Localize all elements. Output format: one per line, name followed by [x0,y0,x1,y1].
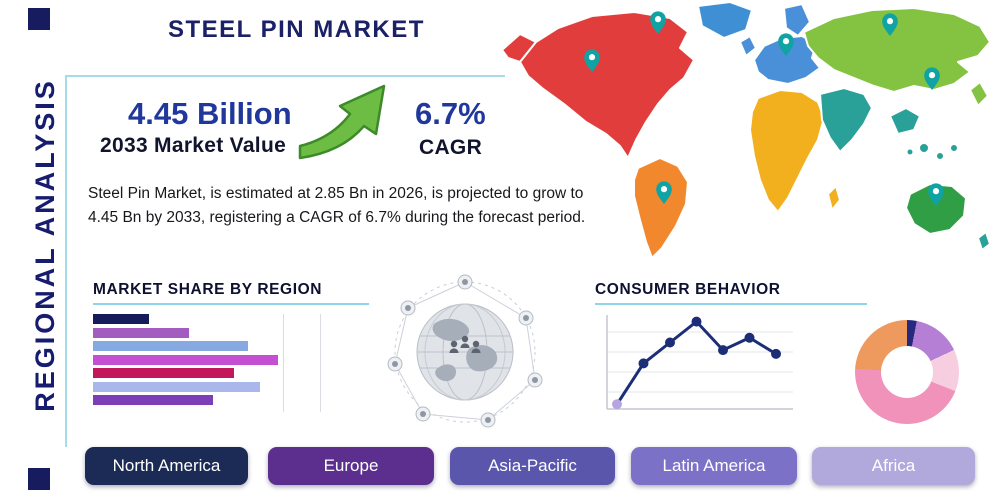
map-region-island [949,143,959,153]
line-point-5 [744,332,755,343]
map-region-madagascar [827,185,841,211]
regional-analysis-label: REGIONAL ANALYSIS [30,78,60,412]
map-pin-icon [650,11,666,34]
region-button-label: Latin America [662,456,766,475]
market-share-bar-4 [93,368,234,378]
region-button-latin-america[interactable]: Latin America [631,447,797,485]
market-share-heading: MARKET SHARE BY REGION [93,281,323,298]
map-region-south-america [633,157,689,259]
page-title: STEEL PIN MARKET [168,16,425,43]
content-box-border-left [65,75,67,447]
map-region-asia [803,7,991,93]
region-button-europe[interactable]: Europe [268,447,434,485]
market-share-bar-chart [93,314,327,420]
market-value-2033: 4.45 Billion [128,96,292,131]
region-button-label: Africa [871,456,916,475]
cagr-value: 6.7% [415,96,486,131]
market-value-label: 2033 Market Value [100,134,287,157]
world-map [501,1,991,259]
map-region-island [918,142,930,154]
market-share-bar-5 [93,381,260,392]
globe-network-illustration [387,274,543,428]
map-region-africa [749,89,825,213]
cagr-label: CAGR [419,136,483,159]
region-button-label: North America [112,456,221,475]
map-region-island [905,147,915,157]
map-region-southeast-asia [889,107,921,135]
map-region-australia [905,183,967,235]
map-region-north-america [519,11,695,159]
market-share-bar-3 [93,354,278,365]
bar-gridline [283,314,284,412]
consumer-behavior-underline [595,303,867,305]
consumer-behavior-chart [606,315,793,410]
consumer-behavior-heading: CONSUMER BEHAVIOR [595,281,781,298]
market-share-bar-6 [93,395,213,405]
donut-chart [855,320,959,424]
line-point-4 [718,345,728,356]
content-box-border-top [65,75,505,77]
map-pin-icon [584,49,600,72]
growth-arrow-icon [298,84,386,160]
market-share-bar-0 [93,314,149,324]
corner-square-top [28,8,50,30]
map-pin-icon [778,33,794,56]
region-button-asia-pacific[interactable]: Asia-Pacific [450,447,615,485]
market-share-bar-1 [93,327,189,338]
map-region-greenland [697,1,753,39]
people-group-icon [449,335,481,353]
bar-gridline [320,314,321,412]
corner-square-bottom [28,468,50,490]
line-point-0 [612,399,622,410]
line-point-3 [691,316,702,327]
network-node-icon [387,274,543,428]
market-summary-text: Steel Pin Market, is estimated at 2.85 B… [88,185,586,227]
market-share-bar-2 [93,341,248,351]
map-pins [584,11,944,206]
map-pin-icon [928,183,944,206]
map-region-japan [969,81,989,107]
map-region-scandinavia [783,3,811,37]
map-region-island [935,151,945,161]
region-button-north-america[interactable]: North America [85,447,248,485]
line-point-1 [638,358,649,369]
region-button-label: Asia-Pacific [488,456,577,475]
map-region-uk [739,35,757,57]
map-region-new-zealand [977,231,991,251]
region-button-africa[interactable]: Africa [812,447,975,485]
line-point-6 [771,348,781,359]
map-pin-icon [924,67,940,90]
map-pin-icon [656,181,672,204]
line-point-2 [665,337,675,348]
region-button-label: Europe [323,456,379,475]
donut-hole [881,346,933,398]
market-share-underline [93,303,369,305]
map-pin-icon [882,13,898,36]
map-region-india [819,87,873,153]
